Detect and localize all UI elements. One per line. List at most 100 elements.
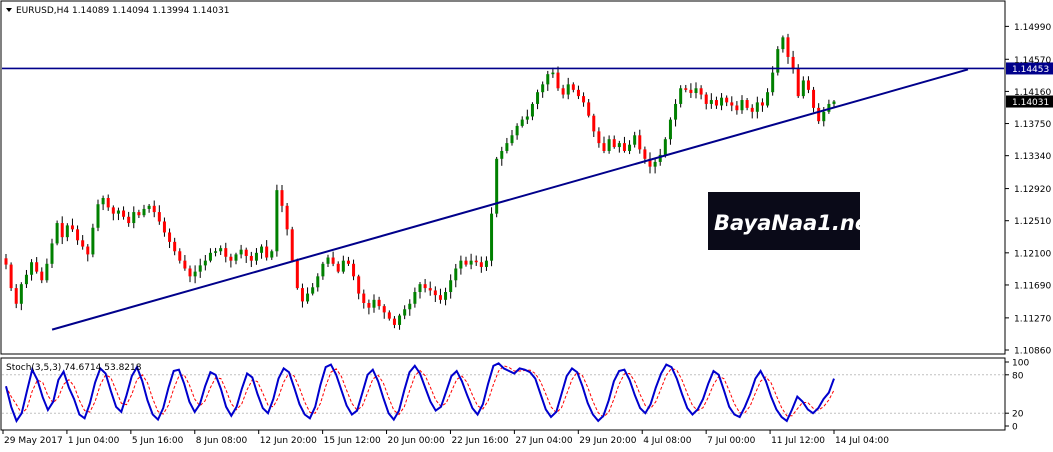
candle-body xyxy=(561,88,565,95)
candle xyxy=(714,96,718,109)
candle-body xyxy=(684,88,688,90)
candle xyxy=(413,287,417,308)
candle xyxy=(592,113,596,138)
candle xyxy=(607,135,611,154)
candle xyxy=(19,282,23,311)
candle-body xyxy=(546,74,550,85)
candle-body xyxy=(704,94,708,104)
candle-body xyxy=(377,299,381,307)
candle-body xyxy=(157,212,161,222)
candle-body xyxy=(127,216,131,224)
candle xyxy=(454,263,458,288)
candle-body xyxy=(571,84,575,90)
candle xyxy=(219,245,223,255)
main-chart-frame xyxy=(0,0,1006,355)
candle xyxy=(162,217,166,237)
candle-body xyxy=(413,292,417,304)
candle-body xyxy=(19,284,23,304)
candle xyxy=(352,259,356,281)
candle xyxy=(469,253,473,270)
candle-body xyxy=(198,265,202,272)
candle-body xyxy=(801,80,805,97)
candle-body xyxy=(30,262,34,275)
candle-body xyxy=(137,212,141,216)
candle-body xyxy=(346,260,350,264)
candle-body xyxy=(341,260,345,272)
candle-body xyxy=(766,92,770,106)
candle xyxy=(709,93,713,109)
candle xyxy=(735,101,739,115)
candle-body xyxy=(193,271,197,277)
candle xyxy=(760,98,764,112)
candle-body xyxy=(45,263,49,281)
candle-body xyxy=(183,260,187,269)
chart-annotations: 1.14453 1.14031 xyxy=(2,62,1053,331)
candle xyxy=(474,255,478,266)
candle-body xyxy=(438,295,442,300)
price-tick-label: 1.14570 xyxy=(1014,56,1051,66)
candle xyxy=(551,67,555,78)
candle-body xyxy=(464,260,468,265)
candle xyxy=(796,64,800,98)
candle-body xyxy=(219,248,223,252)
candle-body xyxy=(806,80,810,90)
candle xyxy=(367,299,371,315)
candle-body xyxy=(91,227,95,255)
candle xyxy=(76,225,80,245)
candle xyxy=(479,256,483,273)
candle xyxy=(663,137,667,158)
candle xyxy=(229,253,233,268)
price-tick-label: 1.14160 xyxy=(1014,88,1051,98)
candlestick-series xyxy=(4,33,836,330)
dropdown-triangle-icon[interactable] xyxy=(6,8,12,12)
candle-body xyxy=(653,161,657,167)
candle xyxy=(674,99,678,127)
time-tick-label: 5 Jun 16:00 xyxy=(132,436,184,446)
candle-body xyxy=(331,257,335,264)
candle-body xyxy=(459,260,463,269)
candle xyxy=(280,184,284,213)
candle-body xyxy=(771,72,775,93)
candle xyxy=(111,205,115,221)
oscillator-title: Stoch(3,5,3) 74.6714 53.8218 xyxy=(6,363,142,373)
resistance-label: 1.14453 xyxy=(1012,65,1049,75)
candle xyxy=(249,251,253,268)
candle xyxy=(137,209,141,219)
candle-body xyxy=(541,84,545,93)
candle xyxy=(224,242,228,263)
candle-body xyxy=(65,225,69,238)
candle-body xyxy=(208,252,212,261)
candle-body xyxy=(372,299,376,308)
candle-body xyxy=(280,190,284,206)
candle-body xyxy=(86,246,90,255)
candle xyxy=(638,129,642,154)
candle-body xyxy=(382,306,386,313)
candle-body xyxy=(449,280,453,293)
candle xyxy=(827,99,831,114)
candle xyxy=(536,89,540,110)
candle-body xyxy=(254,252,258,261)
candle xyxy=(198,258,202,278)
candle-body xyxy=(40,271,44,281)
candle xyxy=(91,223,95,258)
candle-body xyxy=(96,204,100,228)
watermark-text: BayaNaa1.net xyxy=(714,211,880,235)
candle xyxy=(505,137,509,154)
time-tick-label: 12 Jun 20:00 xyxy=(260,436,317,446)
candle xyxy=(561,84,565,99)
candle xyxy=(188,265,192,283)
candle xyxy=(459,255,463,275)
candle xyxy=(173,237,177,256)
price-tick-label: 1.13340 xyxy=(1014,152,1051,162)
candle-body xyxy=(576,89,580,97)
candle xyxy=(776,46,780,76)
candle-body xyxy=(50,243,54,264)
candle xyxy=(239,244,243,259)
candle-body xyxy=(638,135,642,150)
candle xyxy=(730,96,734,112)
candle-body xyxy=(392,318,396,325)
candle xyxy=(444,287,448,306)
candle-body xyxy=(597,131,601,144)
current-price-label: 1.14031 xyxy=(1012,98,1049,108)
candle xyxy=(500,146,504,166)
